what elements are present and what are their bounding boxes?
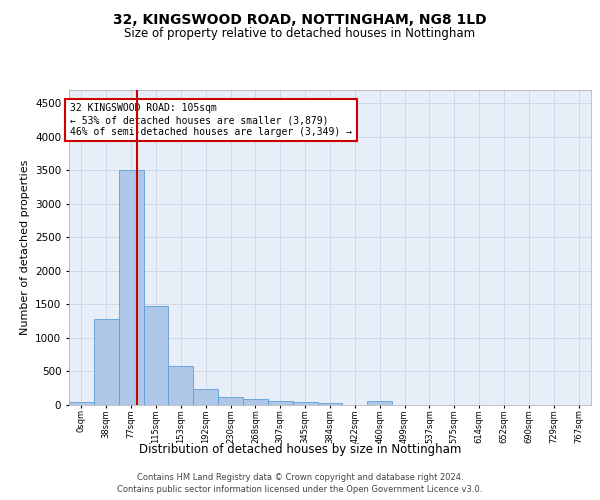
Bar	[293, 402, 317, 405]
Text: Contains HM Land Registry data © Crown copyright and database right 2024.: Contains HM Land Registry data © Crown c…	[137, 472, 463, 482]
Bar	[367, 402, 392, 405]
Bar	[243, 400, 268, 405]
Text: Contains public sector information licensed under the Open Government Licence v3: Contains public sector information licen…	[118, 485, 482, 494]
Bar	[268, 402, 293, 405]
Y-axis label: Number of detached properties: Number of detached properties	[20, 160, 29, 335]
Bar	[317, 403, 343, 405]
Bar	[69, 402, 94, 405]
Bar	[193, 389, 218, 405]
Bar	[143, 306, 169, 405]
Text: 32, KINGSWOOD ROAD, NOTTINGHAM, NG8 1LD: 32, KINGSWOOD ROAD, NOTTINGHAM, NG8 1LD	[113, 12, 487, 26]
Bar	[169, 366, 193, 405]
Text: 32 KINGSWOOD ROAD: 105sqm
← 53% of detached houses are smaller (3,879)
46% of se: 32 KINGSWOOD ROAD: 105sqm ← 53% of detac…	[70, 104, 352, 136]
Bar	[218, 398, 243, 405]
Text: Distribution of detached houses by size in Nottingham: Distribution of detached houses by size …	[139, 442, 461, 456]
Bar	[119, 170, 143, 405]
Bar	[94, 319, 119, 405]
Text: Size of property relative to detached houses in Nottingham: Size of property relative to detached ho…	[124, 28, 476, 40]
